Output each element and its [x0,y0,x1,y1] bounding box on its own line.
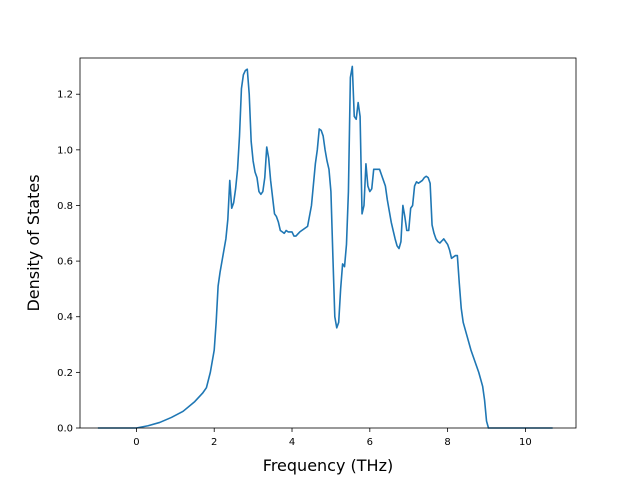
x-tick-label: 0 [133,437,139,448]
y-axis-label: Density of States [24,174,43,311]
series-layer [97,65,553,429]
x-tick-label: 10 [519,437,532,448]
x-tick-label: 4 [289,437,295,448]
y-tick-label: 0.8 [57,201,73,212]
y-axis-ticks: 0.0 0.2 0.4 0.6 0.8 1.0 1.2 [57,90,80,435]
y-tick-label: 1.2 [57,90,73,101]
x-tick-label: 2 [211,437,217,448]
y-tick-label: 1.0 [57,145,73,156]
plot-area-background [80,58,576,428]
x-axis-ticks: 0 2 4 6 8 10 [133,428,532,448]
series-line-0 [97,65,553,429]
y-tick-label: 0.2 [57,368,73,379]
x-tick-label: 8 [444,437,450,448]
x-tick-label: 6 [367,437,373,448]
y-tick-label: 0.6 [57,257,73,268]
y-tick-label: 0.4 [57,312,73,323]
plot-frame [79,57,577,429]
y-tick-label: 0.0 [57,424,73,435]
x-axis-label: Frequency (THz) [263,456,393,475]
